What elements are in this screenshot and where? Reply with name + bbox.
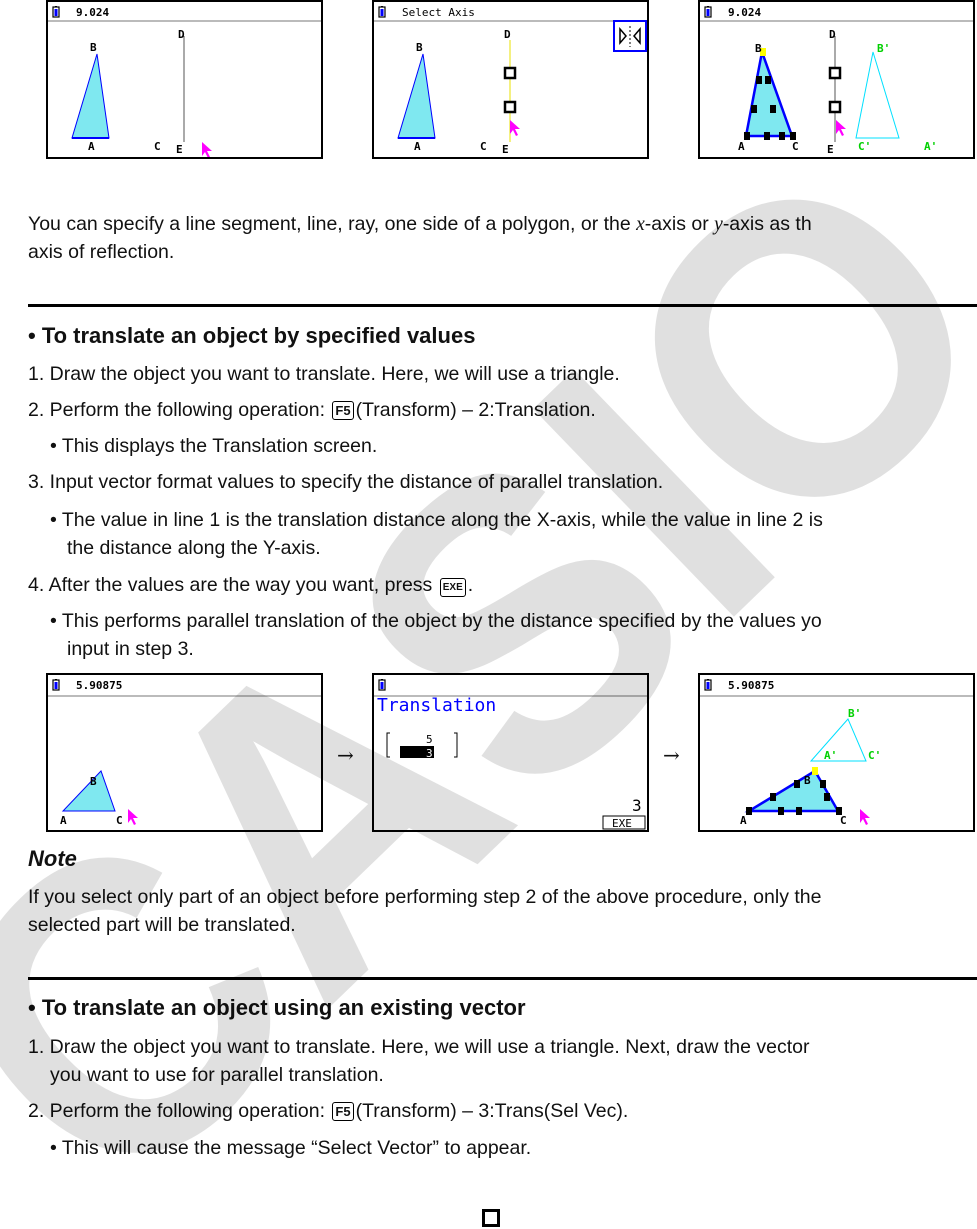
point-label: E (176, 143, 183, 156)
point-label: E (827, 143, 834, 156)
point-label: C' (868, 749, 881, 762)
exe-button[interactable] (602, 815, 646, 830)
point-label: A' (924, 140, 937, 153)
step-text: 2. Perform the following operation: F5 (T… (28, 399, 596, 421)
f5-key-icon: F5 (332, 1102, 354, 1121)
point-label: C (792, 140, 799, 153)
battery-icon (378, 679, 386, 691)
point-label: C (154, 140, 161, 153)
vector-value: 5 (426, 733, 433, 746)
step-text: 4. After the values are the way you want… (28, 574, 474, 597)
step-text: • The value in line 1 is the translation… (50, 509, 823, 531)
calculator-screen-6: 5.90875 B A C B' A' C' (698, 673, 975, 832)
vector-entry-field[interactable] (400, 746, 434, 758)
point-label: B (90, 41, 97, 54)
point-label: C (480, 140, 487, 153)
cursor-icon (836, 120, 846, 136)
entry-value: 3 (632, 796, 642, 815)
screen-title: 5.90875 (728, 679, 774, 692)
step-text: you want to use for parallel translation… (50, 1064, 384, 1086)
point-label: D (178, 28, 185, 41)
point-label: A (740, 814, 747, 827)
exe-key-icon: EXE (439, 578, 466, 597)
triangle-abc (744, 769, 841, 813)
point-label: D (504, 28, 511, 41)
battery-icon (52, 6, 60, 18)
section-heading: • To translate an object using an existi… (28, 995, 526, 1020)
step-text: • This displays the Translation screen. (50, 435, 378, 457)
triangle-abc (71, 53, 110, 139)
triangle-abc (397, 53, 436, 139)
step-text: 1. Draw the object you want to translate… (28, 363, 620, 385)
screen-title: Translation (377, 695, 496, 716)
screen-title: Select Axis (402, 6, 475, 19)
calculator-screen-2: Select Axis B A C D E (372, 0, 649, 159)
vector-value: 3 (426, 747, 433, 760)
step-text: 3. Input vector format values to specify… (28, 471, 664, 493)
divider (28, 304, 977, 307)
f5-key-icon: F5 (332, 401, 354, 420)
point-label: C (116, 814, 123, 827)
screen-title: 9.024 (76, 6, 109, 19)
cursor-icon (510, 120, 520, 136)
calculator-screen-1: 9.024 B A C D E (46, 0, 323, 159)
note-text: If you select only part of an object bef… (28, 886, 822, 908)
step-text: input in step 3. (67, 638, 194, 660)
step-text: the distance along the Y-axis. (67, 537, 321, 559)
note-text: selected part will be translated. (28, 914, 296, 936)
battery-icon (378, 6, 386, 18)
cursor-icon (128, 809, 138, 825)
battery-icon (704, 6, 712, 18)
page-marker-icon (482, 1209, 500, 1227)
paragraph: axis of reflection. (28, 241, 175, 263)
cursor-icon (860, 809, 870, 825)
point-label: B (416, 41, 423, 54)
section-heading: • To translate an object by specified va… (28, 323, 476, 348)
point-label: C' (858, 140, 871, 153)
translated-triangle (809, 718, 867, 762)
triangle-abc (744, 47, 794, 138)
calculator-screen-3: 9.024 B A C D E B' C' A' (698, 0, 975, 159)
divider (28, 977, 977, 980)
step-text: • This performs parallel translation of … (50, 610, 822, 632)
cursor-icon (202, 142, 212, 157)
reflected-triangle (855, 51, 900, 139)
screen-title: 5.90875 (76, 679, 122, 692)
point-label: B' (877, 42, 890, 55)
point-label: A (738, 140, 745, 153)
paragraph: You can specify a line segment, line, ra… (28, 213, 812, 235)
step-text: 2. Perform the following operation: F5 (T… (28, 1100, 629, 1122)
point-label: B' (848, 707, 861, 720)
arrow: → (663, 743, 680, 767)
point-label: B (755, 42, 762, 55)
calculator-screen-4: 5.90875 B A C (46, 673, 323, 832)
note-heading: Note (28, 846, 77, 871)
step-text: • This will cause the message “Select Ve… (50, 1137, 532, 1159)
exe-button-label[interactable]: EXE (612, 817, 632, 830)
point-label: A' (824, 749, 837, 762)
triangle-abc (61, 770, 116, 812)
arrow: → (337, 743, 354, 767)
point-label: B (90, 775, 97, 788)
screen-title: 9.024 (728, 6, 761, 19)
step-text: 1. Draw the object you want to translate… (28, 1036, 810, 1058)
point-label: D (829, 28, 836, 41)
point-label: C (840, 814, 847, 827)
calculator-screen-5: Translation 5 3 3 EXE (372, 673, 649, 832)
point-label: B (804, 774, 811, 787)
point-label: A (60, 814, 67, 827)
point-label: A (414, 140, 421, 153)
battery-icon (52, 679, 60, 691)
battery-icon (704, 679, 712, 691)
point-label: A (88, 140, 95, 153)
point-label: E (502, 143, 509, 156)
